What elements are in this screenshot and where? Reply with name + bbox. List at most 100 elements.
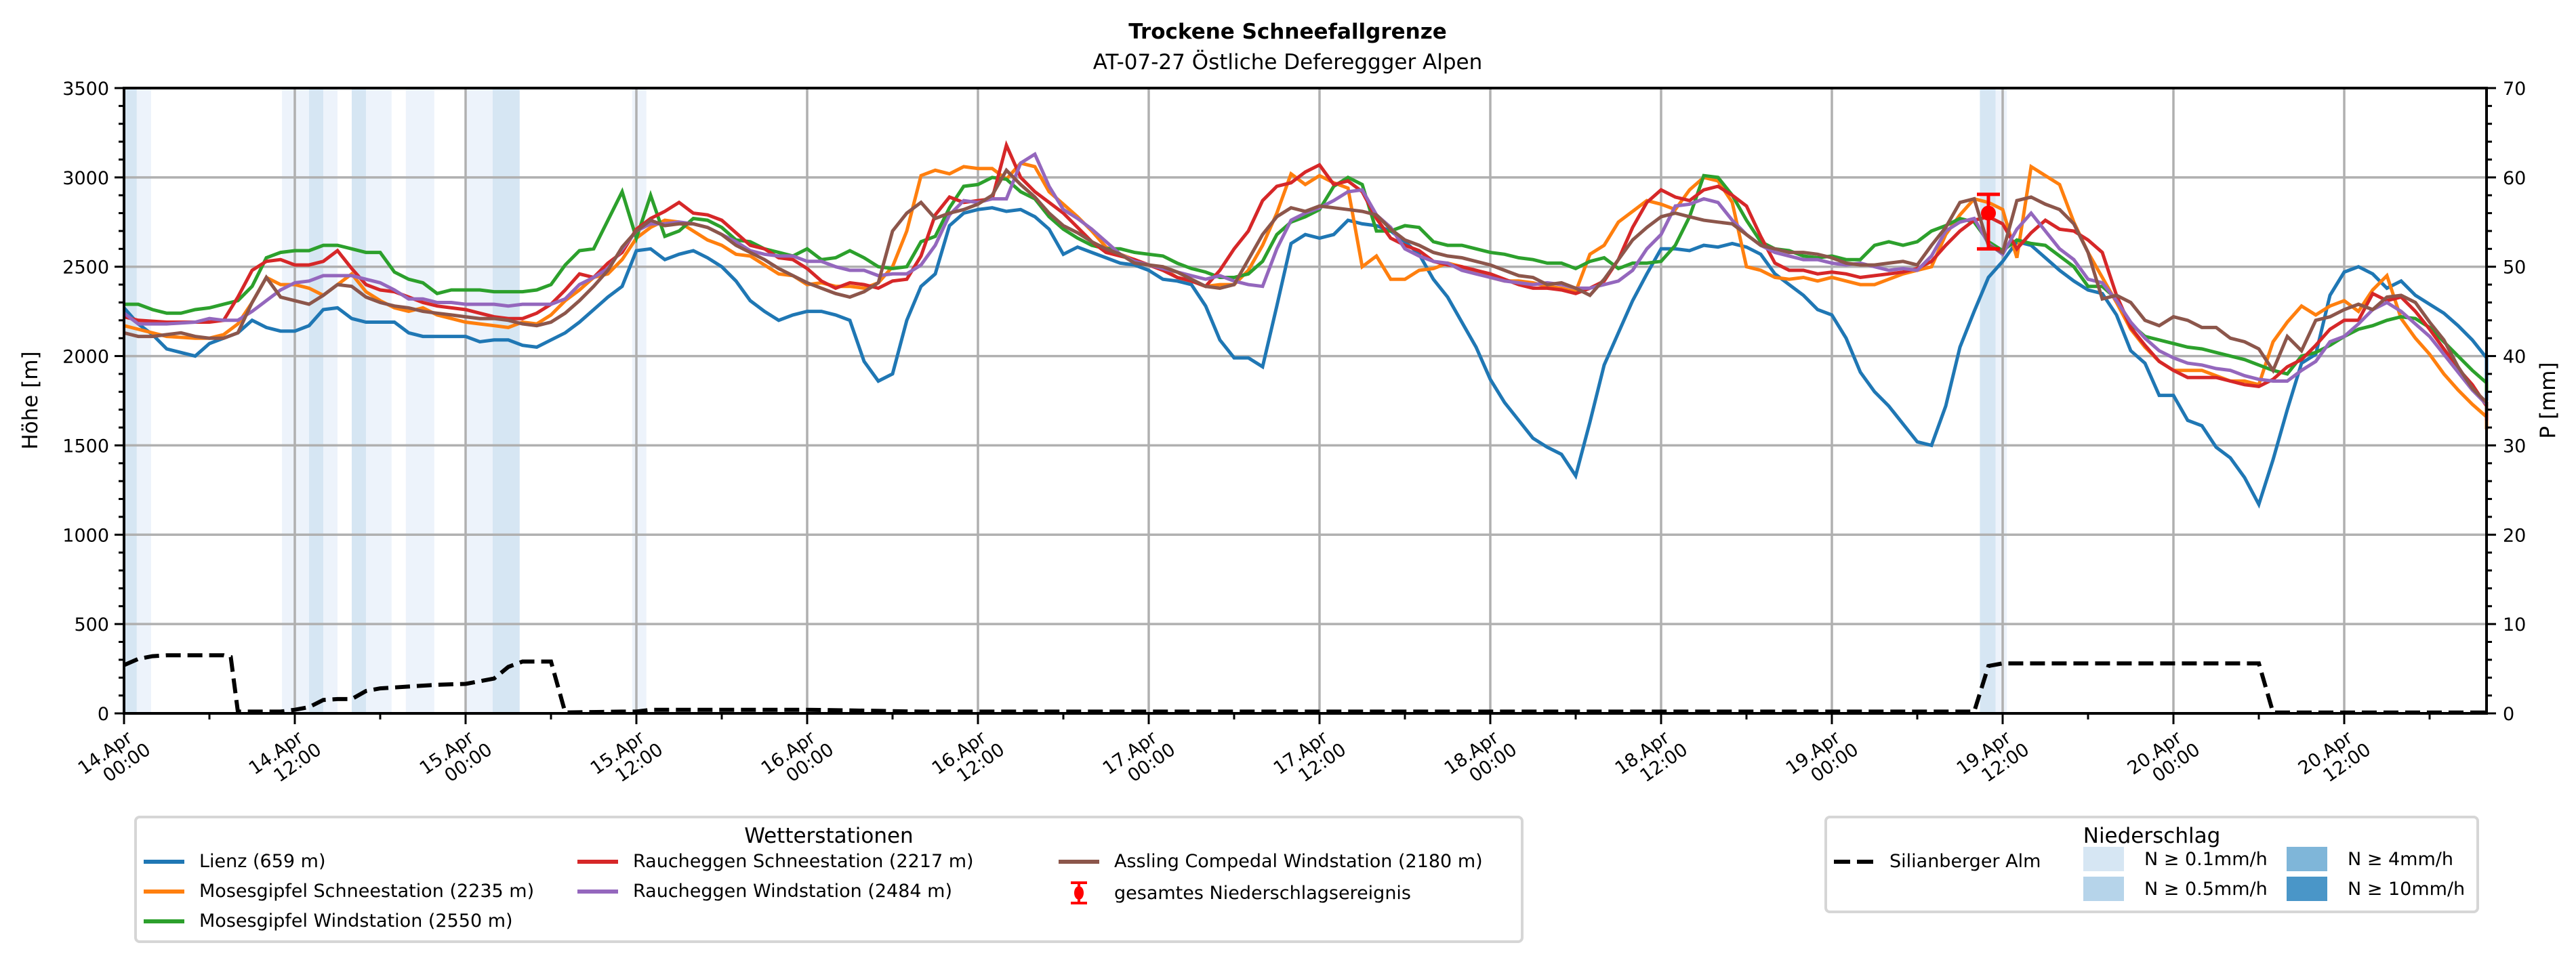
y-right-tick-label: 70 <box>2503 79 2526 100</box>
y-axis-left: 0 500 1000 1500 2000 2500 3000 3500 <box>62 79 124 725</box>
chart-subtitle: AT-07-27 Östliche Defereggger Alpen <box>1093 49 1483 75</box>
error-bar <box>1977 192 2000 251</box>
precip-band <box>1995 88 2007 713</box>
legend-item-n01: N ≥ 0.1mm/h <box>2083 847 2268 871</box>
y-right-tick-label: 50 <box>2503 257 2526 278</box>
error-bar-marker <box>1981 205 1996 221</box>
precip-band <box>124 88 137 713</box>
swatch-n4 <box>2287 847 2327 871</box>
legend-label: N ≥ 10mm/h <box>2348 878 2466 900</box>
precip-band <box>136 88 151 713</box>
y-tick-label: 1000 <box>62 525 109 546</box>
legend-item-mosesgipfel-schnee: Mosesgipfel Schneestation (2235 m) <box>144 881 534 902</box>
precip-band <box>632 88 647 713</box>
precip-band <box>1980 88 1996 713</box>
y-right-tick-label: 30 <box>2503 436 2526 457</box>
legend-line-assling <box>1059 859 1099 864</box>
y-tick-label: 3500 <box>62 79 109 100</box>
legend-label: N ≥ 0.1mm/h <box>2144 848 2268 870</box>
legend-label: Silianberger Alm <box>1889 851 2041 872</box>
legend-label: Raucheggen Windstation (2484 m) <box>633 881 952 902</box>
legend-precip-title: Niederschlag <box>2083 824 2221 848</box>
legend-item-n4: N ≥ 4mm/h <box>2287 847 2453 871</box>
legend-label: Lienz (659 m) <box>199 851 326 872</box>
legend-label: Raucheggen Schneestation (2217 m) <box>633 851 974 872</box>
swatch-n01 <box>2083 847 2124 871</box>
legend-item-raucheggen-schnee: Raucheggen Schneestation (2217 m) <box>577 851 974 872</box>
y-right-tick-label: 20 <box>2503 525 2526 546</box>
legend-label: Assling Compedal Windstation (2180 m) <box>1114 851 1483 872</box>
series-lines <box>123 140 2489 509</box>
chart-title: Trockene Schneefallgrenze <box>1128 20 1447 44</box>
y-tick-label: 2500 <box>62 257 109 278</box>
y-axis-right: 0 10 20 30 40 50 60 70 <box>2487 79 2526 725</box>
legend-label: N ≥ 4mm/h <box>2348 848 2453 870</box>
series-line-0 <box>123 206 2489 509</box>
precip-band <box>492 88 520 713</box>
y-right-tick-label: 40 <box>2503 347 2526 368</box>
precip-band <box>323 88 338 713</box>
legend-item-mosesgipfel-wind: Mosesgipfel Windstation (2550 m) <box>144 911 513 932</box>
y-right-tick-label: 60 <box>2503 168 2526 189</box>
legend-label: gesamtes Niederschlagsereignis <box>1114 882 1411 904</box>
legend-item-n05: N ≥ 0.5mm/h <box>2083 877 2268 901</box>
dashed-line-icon <box>1834 859 1875 864</box>
legend-item-assling: Assling Compedal Windstation (2180 m) <box>1059 851 1483 872</box>
series-line-5 <box>123 167 2489 412</box>
legend-stations-title: Wetterstationen <box>744 824 914 848</box>
swatch-n05 <box>2083 877 2124 901</box>
legend-item-silianberger: Silianberger Alm <box>1834 851 2041 872</box>
series-line-4 <box>123 151 2489 412</box>
y-tick-label: 0 <box>98 704 109 725</box>
legend-label: N ≥ 0.5mm/h <box>2144 878 2268 900</box>
legend-item-error-bar: gesamtes Niederschlagsereignis <box>1059 881 1411 905</box>
legend-line-raucheggen-schnee <box>577 859 618 864</box>
series-line-3 <box>123 140 2489 421</box>
legend-line-mosesgipfel-wind <box>144 919 184 923</box>
legend-line-lienz <box>144 859 184 864</box>
legend-item-n10: N ≥ 10mm/h <box>2287 877 2465 901</box>
precip-band <box>309 88 323 713</box>
y-tick-label: 3000 <box>62 168 109 189</box>
swatch-n10 <box>2287 877 2327 901</box>
y-right-tick-label: 0 <box>2503 704 2514 725</box>
precip-band <box>366 88 392 713</box>
precip-line <box>123 653 2487 715</box>
legend-label: Mosesgipfel Windstation (2550 m) <box>199 911 513 932</box>
legend-item-lienz: Lienz (659 m) <box>144 851 326 872</box>
precip-dashed-line <box>123 653 2487 715</box>
y-tick-label: 2000 <box>62 347 109 368</box>
legend-line-mosesgipfel-schnee <box>144 889 184 894</box>
legend-label: Mosesgipfel Schneestation (2235 m) <box>199 881 535 902</box>
legend-precip: Niederschlag Silianberger Alm N ≥ 0.1mm/… <box>1824 816 2479 913</box>
legend-item-raucheggen-wind: Raucheggen Windstation (2484 m) <box>577 881 952 902</box>
y-tick-label: 1500 <box>62 436 109 457</box>
y-axis-label-right: P [mm] <box>2536 362 2560 438</box>
y-axis-label: Höhe [m] <box>18 351 43 449</box>
plot-frame <box>123 87 2488 715</box>
precip-band <box>352 88 366 713</box>
error-bar-icon <box>1071 881 1087 904</box>
precip-band <box>405 88 434 713</box>
legend-stations: Wetterstationen Lienz (659 m) Mosesgipfe… <box>134 816 1524 943</box>
precip-bands <box>124 88 2007 713</box>
y-tick-label: 500 <box>74 614 109 635</box>
y-right-tick-label: 10 <box>2503 614 2526 635</box>
legend-line-raucheggen-wind <box>577 889 618 894</box>
